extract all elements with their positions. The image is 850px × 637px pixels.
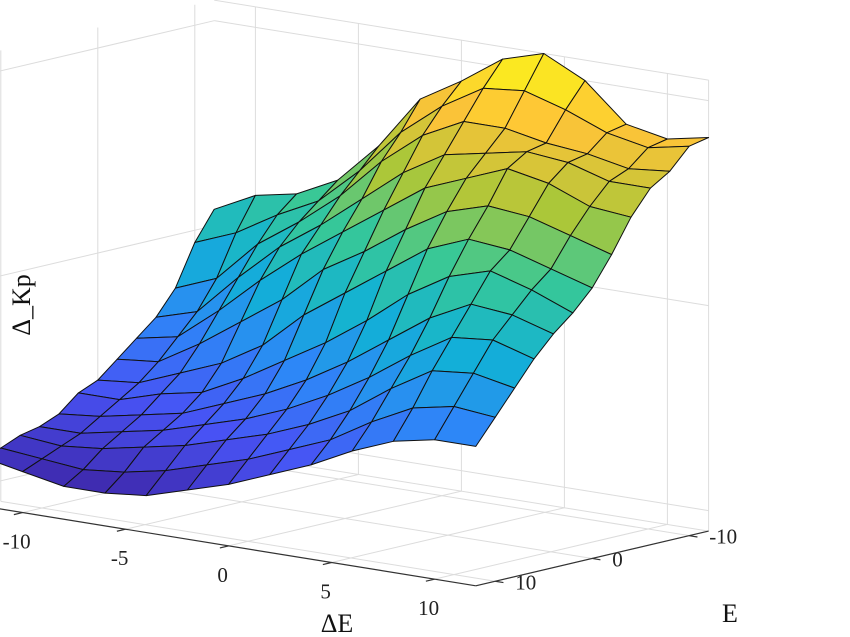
x-tick-mark	[219, 545, 229, 549]
x-tick-label: -5	[111, 546, 129, 570]
grid-line	[97, 478, 593, 559]
y-tick-label: 10	[515, 570, 536, 594]
x-tick-mark	[13, 511, 23, 516]
grid-line	[0, 500, 496, 582]
x-tick-mark	[322, 561, 332, 566]
x-tick-mark	[425, 578, 435, 582]
y-tick-mark	[592, 557, 601, 561]
x-tick-mark	[116, 528, 126, 532]
x-tick-label: 10	[418, 596, 439, 620]
box-edge	[214, 0, 709, 81]
x-tick-label: 5	[320, 580, 331, 604]
y-axis-label: E	[722, 599, 738, 628]
y-axis-line	[475, 530, 709, 587]
y-tick-label: 0	[612, 547, 623, 571]
y-tick-mark	[495, 580, 504, 584]
y-tick-mark	[689, 535, 698, 538]
x-axis-label: ΔE	[321, 609, 354, 637]
grid-line	[214, 20, 709, 102]
z-axis-label: Δ_Kp	[7, 274, 36, 336]
y-tick-label: -10	[709, 525, 737, 549]
surface-mesh	[0, 53, 710, 497]
x-tick-label: 0	[217, 563, 228, 587]
grid-line	[0, 20, 215, 72]
surface-facet	[434, 406, 496, 447]
x-tick-label: -10	[3, 530, 31, 554]
